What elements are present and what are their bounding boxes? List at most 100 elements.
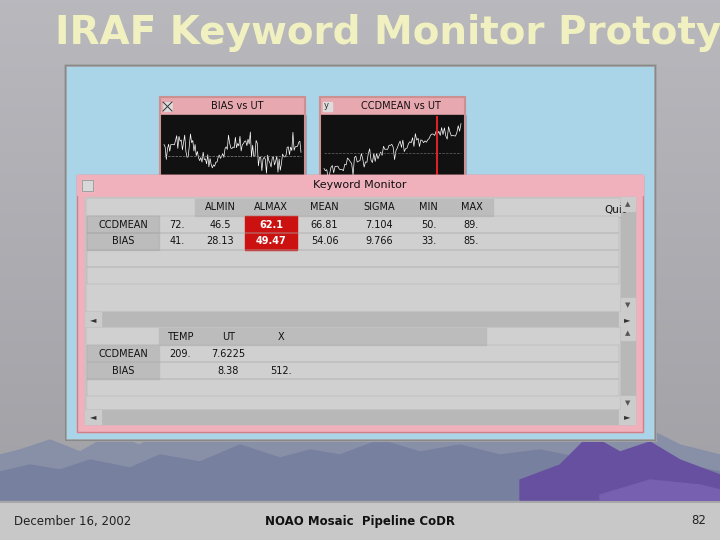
Text: 512.: 512. bbox=[270, 366, 292, 376]
Bar bbox=[0, 52, 720, 53]
Bar bbox=[0, 262, 720, 263]
Bar bbox=[0, 169, 720, 170]
Bar bbox=[0, 156, 720, 157]
Bar bbox=[0, 18, 720, 19]
Bar bbox=[0, 93, 720, 94]
Bar bbox=[0, 119, 720, 120]
Bar bbox=[0, 328, 720, 329]
Bar bbox=[0, 66, 720, 67]
Text: CCDMEAN vs UT: CCDMEAN vs UT bbox=[361, 101, 441, 111]
Bar bbox=[0, 254, 720, 255]
Bar bbox=[0, 474, 720, 475]
Bar bbox=[0, 532, 720, 533]
Bar bbox=[0, 30, 720, 31]
Bar bbox=[0, 60, 720, 61]
Bar bbox=[0, 322, 720, 323]
Bar bbox=[0, 337, 720, 338]
Bar bbox=[0, 388, 720, 389]
Bar bbox=[163, 102, 172, 111]
Bar bbox=[0, 168, 720, 169]
Bar bbox=[0, 69, 720, 70]
Bar bbox=[0, 61, 720, 62]
Bar bbox=[0, 45, 720, 46]
Bar bbox=[0, 384, 720, 385]
Bar bbox=[0, 154, 720, 155]
Bar bbox=[0, 387, 720, 388]
Bar bbox=[0, 238, 720, 239]
Bar bbox=[0, 101, 720, 102]
Bar bbox=[0, 201, 720, 202]
Bar bbox=[65, 65, 655, 440]
Text: IRAF Keyword Monitor Prototype: IRAF Keyword Monitor Prototype bbox=[55, 14, 720, 52]
Bar bbox=[0, 517, 720, 518]
Bar bbox=[0, 379, 720, 380]
Bar bbox=[0, 234, 720, 235]
Bar bbox=[0, 95, 720, 96]
Bar bbox=[0, 309, 720, 310]
Bar bbox=[0, 74, 720, 75]
Bar bbox=[0, 350, 720, 351]
Bar bbox=[0, 218, 720, 219]
Bar bbox=[0, 48, 720, 49]
Bar bbox=[0, 518, 720, 519]
Bar bbox=[0, 159, 720, 160]
Bar bbox=[0, 121, 720, 122]
Bar bbox=[0, 81, 720, 82]
Bar bbox=[0, 487, 720, 488]
Bar bbox=[0, 531, 720, 532]
Bar bbox=[0, 167, 720, 168]
Bar bbox=[0, 250, 720, 251]
Bar bbox=[0, 497, 720, 498]
Bar bbox=[0, 306, 720, 307]
Bar bbox=[0, 502, 720, 540]
Bar bbox=[0, 318, 720, 319]
Bar bbox=[0, 471, 720, 472]
Bar bbox=[0, 490, 720, 491]
Bar bbox=[0, 299, 720, 300]
Bar bbox=[0, 288, 720, 289]
Bar bbox=[0, 246, 720, 247]
Bar bbox=[0, 293, 720, 294]
Bar bbox=[0, 222, 720, 223]
Bar bbox=[0, 37, 720, 38]
Bar bbox=[0, 105, 720, 106]
Bar bbox=[0, 7, 720, 8]
Bar bbox=[0, 377, 720, 378]
Bar bbox=[0, 129, 720, 130]
Bar bbox=[0, 251, 720, 252]
Bar bbox=[0, 495, 720, 496]
Bar bbox=[0, 132, 720, 133]
Bar bbox=[0, 457, 720, 458]
Bar bbox=[0, 67, 720, 68]
Bar bbox=[0, 327, 720, 328]
Bar bbox=[0, 492, 720, 493]
Bar bbox=[0, 233, 720, 234]
Bar bbox=[0, 211, 720, 212]
Text: 72.: 72. bbox=[169, 219, 185, 230]
Bar bbox=[0, 435, 720, 436]
Bar bbox=[0, 147, 720, 148]
Bar bbox=[0, 308, 720, 309]
Text: 50.: 50. bbox=[420, 219, 436, 230]
Polygon shape bbox=[0, 410, 720, 500]
Bar bbox=[87, 380, 619, 396]
Bar bbox=[0, 146, 720, 147]
Bar bbox=[0, 482, 720, 483]
Text: 82: 82 bbox=[691, 515, 706, 528]
Bar bbox=[0, 19, 720, 20]
Bar bbox=[0, 527, 720, 528]
Bar bbox=[0, 175, 720, 176]
Bar bbox=[0, 334, 720, 335]
Bar bbox=[0, 279, 720, 280]
Bar bbox=[0, 155, 720, 156]
Bar bbox=[0, 511, 720, 512]
Bar bbox=[0, 231, 720, 232]
Bar bbox=[0, 315, 720, 316]
Text: 7.6225: 7.6225 bbox=[212, 349, 246, 359]
Bar bbox=[0, 326, 720, 327]
Bar bbox=[0, 283, 720, 284]
Bar bbox=[0, 215, 720, 216]
Bar bbox=[0, 476, 720, 477]
Bar bbox=[0, 404, 720, 405]
Bar bbox=[0, 57, 720, 58]
